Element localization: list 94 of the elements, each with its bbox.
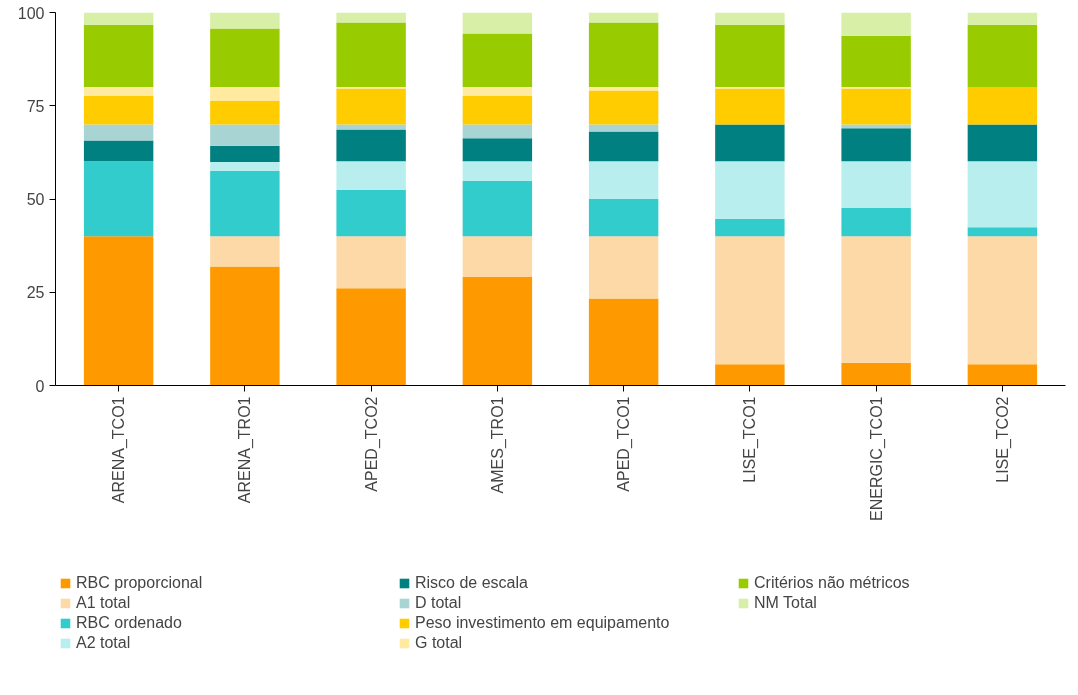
bar xyxy=(210,170,280,237)
bar xyxy=(841,12,911,36)
y-tick-label: 75 xyxy=(26,97,45,115)
bar xyxy=(336,288,406,386)
bar xyxy=(715,24,785,88)
bar xyxy=(588,22,659,88)
bar xyxy=(462,236,533,277)
bar xyxy=(967,364,1038,386)
bar xyxy=(210,28,280,88)
bar xyxy=(462,181,533,237)
bar xyxy=(210,87,280,101)
bar xyxy=(715,218,785,237)
bar xyxy=(336,189,406,237)
bar xyxy=(967,12,1038,25)
bar xyxy=(715,124,785,162)
bar xyxy=(588,131,659,162)
bar xyxy=(588,90,659,125)
bar xyxy=(462,276,533,386)
legend-label: Critérios não métricos xyxy=(754,574,911,592)
bar xyxy=(83,87,154,97)
bar xyxy=(336,124,406,130)
bar xyxy=(210,162,280,171)
bar xyxy=(967,24,1038,88)
x-tick-label: LISE_TCO2 xyxy=(993,396,1012,483)
legend-label: NM Total xyxy=(754,594,818,612)
bar xyxy=(841,207,911,237)
bar xyxy=(967,161,1038,228)
bar xyxy=(462,96,533,125)
bar xyxy=(210,145,280,163)
legend-label: Peso investimento em equipamento xyxy=(415,614,671,632)
x-tick-label: ENERGIC_TCO1 xyxy=(867,396,886,521)
x-tick-label: ARENA_TCO1 xyxy=(110,396,129,504)
bar xyxy=(715,236,785,365)
legend-label: Risco de escala xyxy=(415,574,529,592)
legend-label: A1 total xyxy=(76,594,132,612)
legend-label: RBC ordenado xyxy=(76,614,183,632)
y-tick-label: 0 xyxy=(35,377,45,395)
bar xyxy=(210,124,280,146)
bar xyxy=(841,35,911,88)
bar xyxy=(336,22,406,88)
bar xyxy=(83,140,154,162)
bar xyxy=(210,12,280,29)
x-tick-label: APED_TCO1 xyxy=(615,396,634,492)
bar xyxy=(336,129,406,162)
bar xyxy=(588,236,659,299)
bar xyxy=(715,161,785,219)
bar xyxy=(210,100,280,125)
bar xyxy=(715,88,785,125)
bar xyxy=(210,266,280,386)
bar xyxy=(967,124,1038,162)
bar xyxy=(462,12,533,34)
bar xyxy=(841,124,911,129)
bar xyxy=(462,138,533,162)
bar xyxy=(336,236,406,289)
x-tick-label: ARENA_TRO1 xyxy=(236,396,255,504)
y-tick-label: 50 xyxy=(26,191,45,208)
bar xyxy=(588,12,659,23)
bar xyxy=(967,236,1038,365)
bar xyxy=(588,298,659,386)
legend-label: G total xyxy=(415,634,464,652)
x-tick-label: AMES_TRO1 xyxy=(488,396,507,494)
bar xyxy=(841,236,911,363)
bar xyxy=(841,161,911,208)
legend-label: RBC proporcional xyxy=(76,574,204,592)
bar xyxy=(83,236,154,386)
bar xyxy=(462,87,533,97)
bar xyxy=(967,227,1038,237)
bar xyxy=(336,161,406,190)
bar xyxy=(588,161,659,199)
bar xyxy=(83,12,154,25)
legend-label: A2 total xyxy=(76,634,132,652)
bar xyxy=(715,12,785,25)
bar xyxy=(83,161,154,237)
bar xyxy=(210,236,280,267)
bar xyxy=(588,199,659,237)
bar xyxy=(83,24,154,88)
x-tick-label: LISE_TCO1 xyxy=(741,396,760,483)
bar xyxy=(841,88,911,125)
x-tick-label: APED_TCO2 xyxy=(362,396,381,492)
legend-label: D total xyxy=(415,594,463,612)
y-tick-label: 25 xyxy=(26,284,45,302)
bar xyxy=(83,96,154,125)
bar xyxy=(83,124,154,141)
bar xyxy=(462,33,533,88)
bar xyxy=(841,362,911,386)
bar xyxy=(462,161,533,182)
bar xyxy=(336,12,406,23)
bar xyxy=(588,124,659,132)
y-tick-label: 100 xyxy=(17,4,45,22)
bar xyxy=(967,87,1038,125)
bar xyxy=(462,124,533,139)
bar xyxy=(336,88,406,125)
bar xyxy=(715,364,785,386)
bar xyxy=(841,128,911,162)
